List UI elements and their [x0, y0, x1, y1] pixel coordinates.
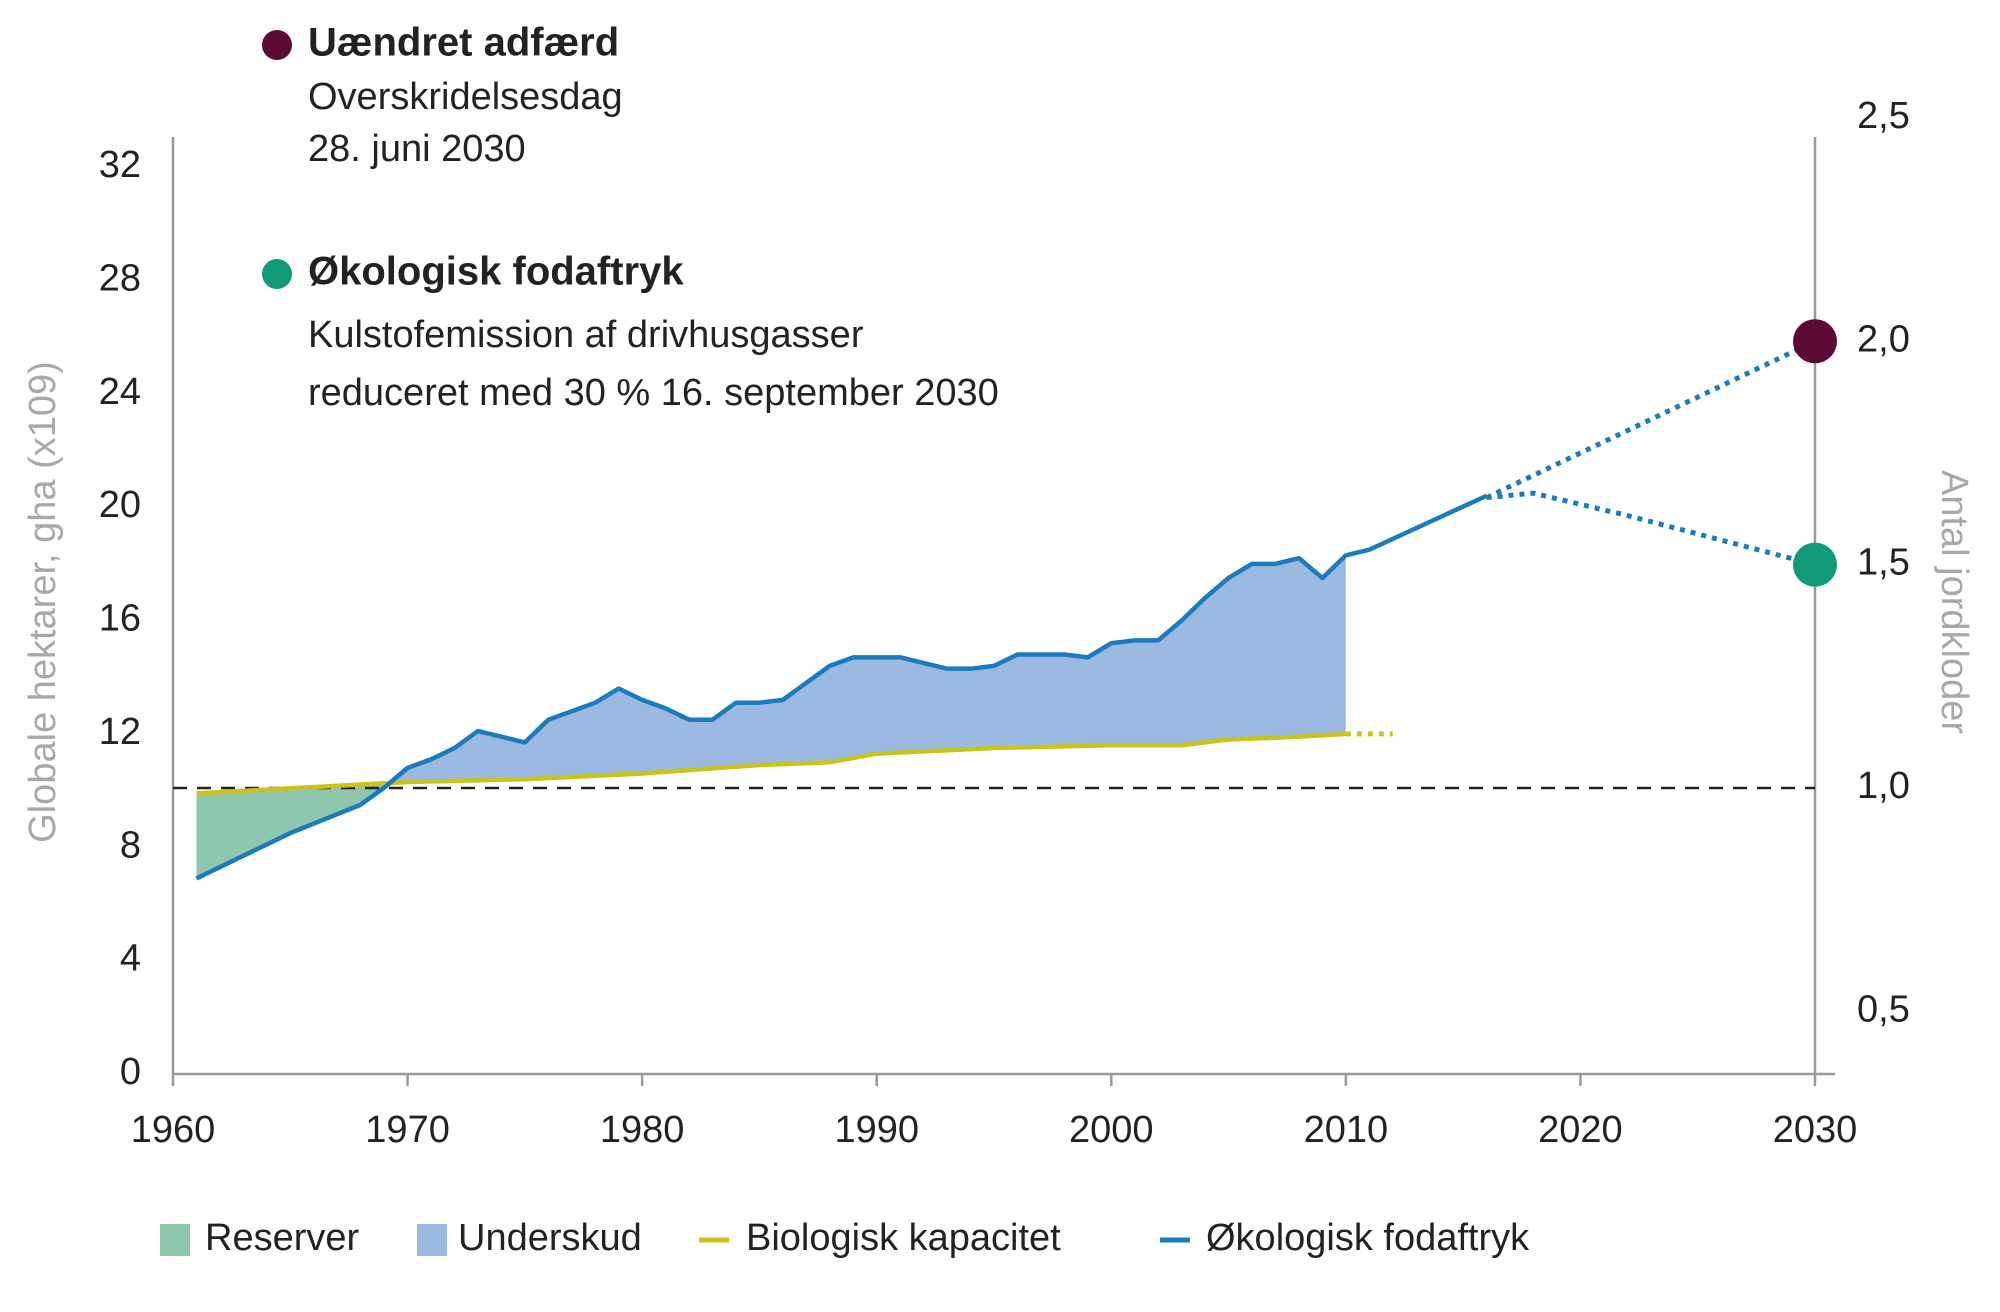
projection-line — [1485, 338, 1817, 500]
y-tick-label: 4 — [120, 938, 141, 980]
y2-tick-label: 1,5 — [1857, 542, 1910, 584]
y-axis-title: Globale hektarer, gha (x109) — [22, 361, 64, 843]
legend-label: Økologisk fodaftryk — [1206, 1217, 1530, 1259]
end-marker — [1793, 542, 1837, 587]
y2-tick-label: 2,0 — [1857, 318, 1910, 360]
y-tick-label: 24 — [99, 371, 141, 413]
end-marker — [1793, 319, 1837, 364]
legend-label: Underskud — [458, 1217, 642, 1259]
legend-label: Reserver — [205, 1217, 359, 1259]
y-tick-label: 16 — [99, 598, 141, 640]
series-line — [195, 493, 1488, 881]
y2-tick-label: 0,5 — [1857, 988, 1910, 1030]
legend-label: Biologisk kapacitet — [746, 1217, 1061, 1259]
x-tick-label: 1990 — [834, 1109, 919, 1151]
annotation-dot — [262, 259, 292, 289]
projection-line — [1486, 490, 1816, 568]
legend-swatch — [417, 1224, 447, 1256]
annotation-text: reduceret med 30 % 16. september 2030 — [308, 372, 999, 414]
annotation-dot — [262, 30, 292, 60]
legend-swatch — [160, 1224, 190, 1256]
annotation-text: 28. juni 2030 — [308, 128, 526, 170]
y-tick-label: 12 — [99, 711, 141, 753]
x-tick-label: 2000 — [1069, 1109, 1154, 1151]
annotation-text: Kulstofemission af drivhusgasser — [308, 314, 864, 356]
series-line — [196, 731, 1346, 796]
x-tick-label: 1980 — [600, 1109, 685, 1151]
x-tick-label: 2020 — [1538, 1109, 1623, 1151]
x-tick-label: 2030 — [1773, 1109, 1858, 1151]
y-tick-label: 20 — [99, 484, 141, 526]
y2-tick-label: 1,0 — [1857, 765, 1910, 807]
annotation-title: Uændret adfærd — [308, 21, 619, 65]
x-tick-label: 1970 — [365, 1109, 450, 1151]
y-tick-label: 0 — [120, 1051, 141, 1093]
annotation-title: Økologisk fodaftryk — [308, 250, 684, 294]
annotation-text: Overskridelsesdag — [308, 76, 623, 118]
x-tick-label: 1960 — [131, 1109, 216, 1151]
y-tick-label: 8 — [120, 824, 141, 866]
y-tick-label: 32 — [99, 144, 141, 186]
y2-axis-title: Antal jordkloder — [1933, 470, 1975, 734]
deficit-area — [196, 555, 1346, 794]
y-tick-label: 28 — [99, 257, 141, 299]
x-tick-label: 2010 — [1304, 1109, 1389, 1151]
y2-tick-label: 2,5 — [1857, 95, 1910, 137]
